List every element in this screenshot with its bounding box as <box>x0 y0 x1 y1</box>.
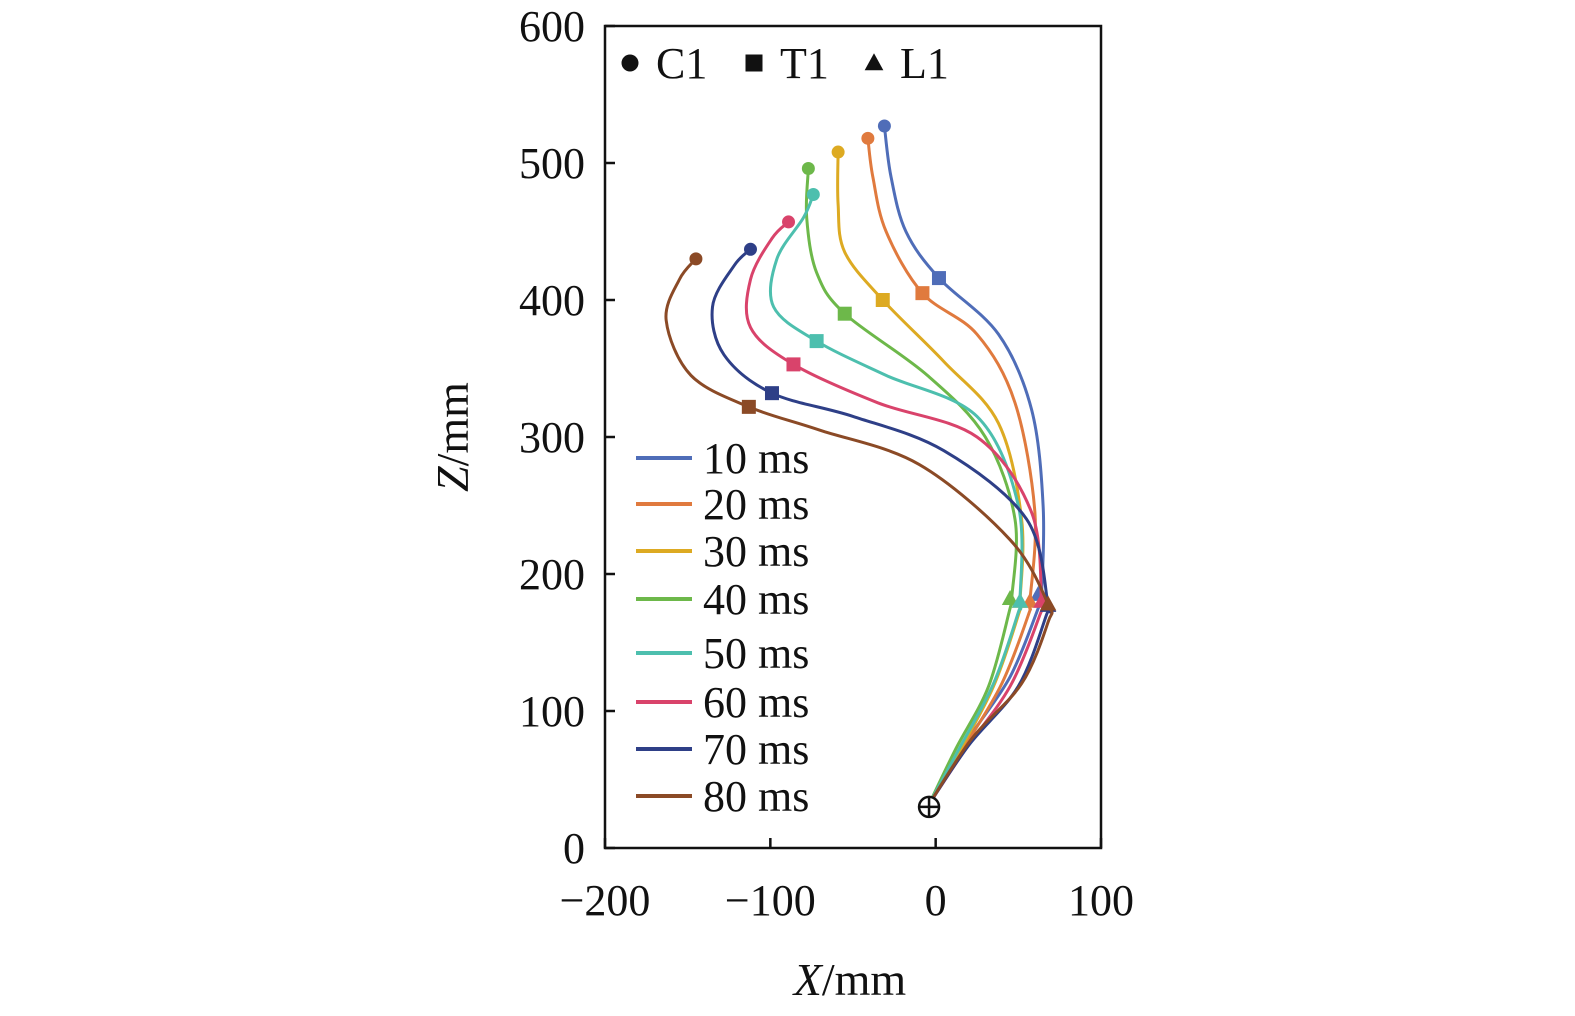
series-line <box>804 167 1018 806</box>
y-tick-label: 500 <box>519 139 585 188</box>
series-line <box>768 193 1024 806</box>
origin-marker-icon <box>917 795 941 819</box>
y-axis-title: Z/mm <box>427 382 478 492</box>
series-line <box>664 257 1054 806</box>
c1-marker <box>743 242 757 256</box>
series-line <box>836 150 1025 806</box>
y-tick-label: 300 <box>519 413 585 462</box>
series-2 <box>861 131 1039 806</box>
legend-label: 80 ms <box>703 772 809 821</box>
t1-marker <box>809 334 824 349</box>
legend-label: 50 ms <box>703 629 809 678</box>
y-axis-unit: /mm <box>427 382 478 467</box>
y-tick-label: 100 <box>519 687 585 736</box>
legend-label: 40 ms <box>703 575 809 624</box>
y-tick-label: 400 <box>519 276 585 325</box>
series-line <box>744 220 1045 806</box>
series-line <box>866 136 1037 806</box>
c1-marker <box>782 215 796 229</box>
t1-marker <box>931 271 946 286</box>
series-5 <box>768 188 1029 806</box>
x-tick-label: 100 <box>1068 876 1134 925</box>
y-tick-label: 600 <box>519 2 585 51</box>
marker-legend-label: L1 <box>900 39 949 88</box>
x-tick-label: 0 <box>925 876 947 925</box>
triangle-legend-icon <box>864 53 884 71</box>
t1-marker <box>786 357 801 372</box>
legend-label: 70 ms <box>703 725 809 774</box>
series-4 <box>801 161 1019 806</box>
legend-label: 30 ms <box>703 527 809 576</box>
x-axis-title: X/mm <box>792 954 907 1005</box>
marker-legend-label: T1 <box>780 39 829 88</box>
t1-marker <box>837 306 852 321</box>
plot-frame <box>603 24 1103 850</box>
series-line <box>882 124 1046 806</box>
legend-label: 20 ms <box>703 480 809 529</box>
x-axis-unit: /mm <box>822 954 907 1005</box>
y-tick-label: 200 <box>519 550 585 599</box>
t1-marker <box>915 286 930 301</box>
ticks-layer: −200 −100 0 100 0 100 200 300 400 500 600 <box>519 2 1134 925</box>
series-6 <box>744 215 1050 806</box>
c1-marker <box>861 131 875 145</box>
t1-marker <box>875 293 890 307</box>
legend-label: 60 ms <box>703 678 809 727</box>
circle-legend-icon <box>621 54 639 72</box>
y-tick-label: 0 <box>563 824 585 873</box>
marker-legend-label: C1 <box>656 39 707 88</box>
plot-layer <box>664 119 1057 819</box>
y-axis-var: Z <box>427 466 478 492</box>
t1-marker <box>764 386 779 401</box>
c1-marker <box>831 145 845 159</box>
l1-marker <box>1011 592 1029 608</box>
square-legend-icon <box>745 54 763 72</box>
c1-marker <box>806 188 820 202</box>
x-tick-label: −200 <box>560 876 651 925</box>
legend-label: 10 ms <box>703 434 809 483</box>
x-tick-label: −100 <box>725 876 816 925</box>
series-8 <box>664 252 1057 806</box>
c1-marker <box>689 252 703 266</box>
l1-marker <box>1001 590 1019 606</box>
x-axis-var: X <box>792 954 824 1005</box>
c1-marker <box>877 119 891 133</box>
c1-marker <box>801 161 815 175</box>
t1-marker <box>741 399 756 414</box>
l1-marker <box>1039 595 1057 611</box>
